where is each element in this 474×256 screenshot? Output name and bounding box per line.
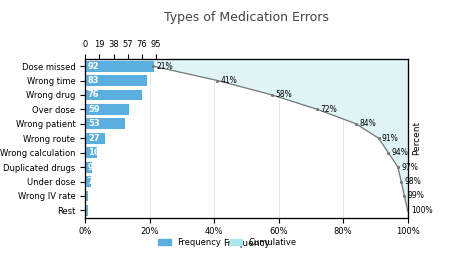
Bar [85, 162, 92, 173]
Bar [85, 90, 142, 100]
Text: 7: 7 [88, 177, 94, 186]
Text: 4: 4 [88, 206, 94, 215]
Text: 84%: 84% [359, 119, 376, 128]
Y-axis label: Percent: Percent [412, 121, 421, 155]
Bar [85, 104, 129, 115]
Text: 9: 9 [88, 163, 94, 172]
Text: 97%: 97% [401, 163, 418, 172]
Text: 99%: 99% [408, 191, 425, 200]
Text: 21%: 21% [156, 62, 173, 71]
Text: 91%: 91% [382, 134, 399, 143]
Text: 16: 16 [88, 148, 100, 157]
Title: Types of Medication Errors: Types of Medication Errors [164, 11, 329, 24]
Bar [85, 118, 125, 129]
Text: 94%: 94% [392, 148, 409, 157]
Bar [85, 190, 88, 201]
Text: 53: 53 [88, 119, 100, 128]
Text: 59: 59 [88, 105, 100, 114]
Text: 4: 4 [88, 191, 94, 200]
Text: 92: 92 [88, 62, 100, 71]
Text: 83: 83 [88, 76, 100, 85]
X-axis label: Frequency: Frequency [223, 239, 270, 248]
Legend: Frequency, Cumulative: Frequency, Cumulative [155, 235, 300, 251]
Text: 76: 76 [88, 90, 100, 99]
Text: 72%: 72% [320, 105, 337, 114]
Text: 41%: 41% [221, 76, 237, 85]
Polygon shape [85, 59, 408, 218]
Bar [85, 75, 147, 86]
Text: 98%: 98% [404, 177, 421, 186]
Text: 58%: 58% [275, 90, 292, 99]
Text: 27: 27 [88, 134, 100, 143]
Bar [85, 205, 88, 216]
Bar [85, 133, 105, 144]
Bar [85, 61, 154, 71]
Text: 100%: 100% [411, 206, 432, 215]
Bar [85, 147, 97, 158]
Bar [85, 176, 91, 187]
